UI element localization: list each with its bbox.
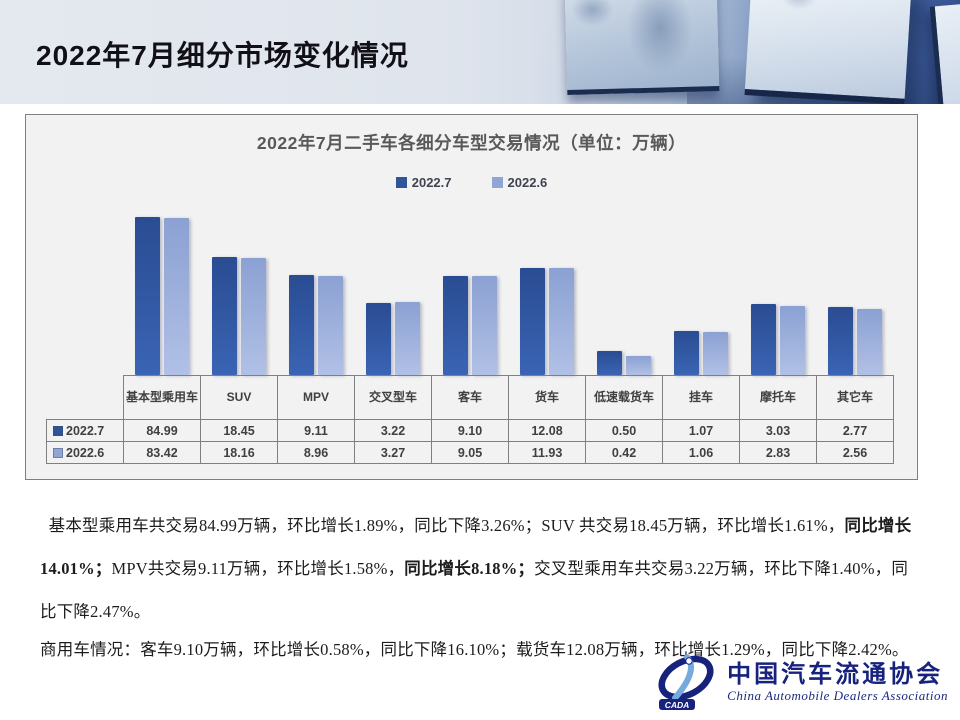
bar [673,331,699,375]
table-column-header: 基本型乘用车 [123,375,201,420]
table-cell: 18.16 [200,441,278,464]
table-cell: 8.96 [277,441,355,464]
table-cell: 3.03 [739,419,817,442]
bar [827,307,853,375]
logo-english-name: China Automobile Dealers Association [727,688,948,704]
table-cell: 12.08 [508,419,586,442]
bar [856,309,882,375]
bar-group [277,115,354,375]
bar-group [354,115,431,375]
page-title: 2022年7月细分市场变化情况 [36,40,409,71]
table-cell: 0.50 [585,419,663,442]
table-header-row: 基本型乘用车 SUV MPV 交叉型车 客车 货车 低速载货车 挂车 摩托车 其它车 [47,375,894,420]
table-row-label: 2022.7 [46,419,124,442]
data-table: 基本型乘用车 SUV MPV 交叉型车 客车 货车 低速载货车 挂车 摩托车 其它车 2022.7… [46,375,894,464]
logo: CADA 中国汽车流通协会 China Automobile Dealers A… [653,654,948,712]
legend-item: 2022.7 [395,175,452,190]
row-swatch-icon [53,425,63,436]
bar [519,268,545,375]
table-cell: 9.11 [277,419,355,442]
bar [750,304,776,375]
bar [596,351,622,375]
chart-legend: 2022.7 2022.6 [26,175,917,190]
bar [288,275,314,375]
table-row-label: 2022.6 [46,441,124,464]
body-line: 14.01%；MPV共交易9.11万辆，环比增长1.58%，同比增长8.18%；… [40,559,909,578]
cada-emblem-icon: CADA [658,654,714,710]
bar [134,217,160,375]
table-cell: 2.56 [816,441,894,464]
bar-group [816,115,893,375]
logo-chinese-name: 中国汽车流通协会 [727,661,944,688]
table-row: 2022.6 83.42 18.16 8.96 3.27 9.05 11.93 0.42 1.0… [46,441,894,464]
table-cell: 3.22 [354,419,432,442]
row-swatch-icon [53,447,63,458]
header-banner: 2022年7月细分市场变化情况 [0,0,960,104]
bar [779,306,805,375]
legend-item: 2022.6 [491,175,548,190]
bar [317,276,343,375]
table-cell: 0.42 [585,441,663,464]
table-cell: 2.83 [739,441,817,464]
bar [702,332,728,375]
table-row: 2022.7 84.99 18.45 9.11 3.22 9.10 12.08 0.50 1.0… [46,419,894,442]
table-column-header: 交叉型车 [354,375,432,420]
bar-group [508,115,585,375]
body-line: 基本型乘用车共交易84.99万辆，环比增长1.89%，同比下降3.26%；SUV… [40,516,912,535]
bar-group [662,115,739,375]
legend-label: 2022.7 [411,175,452,190]
table-column-header: 货车 [508,375,586,420]
bar-group [200,115,277,375]
table-column-header: MPV [277,375,355,420]
bar [471,276,497,375]
bar [211,257,237,375]
table-cell: 84.99 [123,419,201,442]
legend-swatch-icon [395,177,407,188]
table-cell: 18.45 [200,419,278,442]
body-line: 比下降2.47%。 [40,602,151,621]
bar-group [585,115,662,375]
table-cell: 1.06 [662,441,740,464]
table-cell: 9.10 [431,419,509,442]
bar-plot [123,115,893,375]
table-cell: 11.93 [508,441,586,464]
table-cell: 83.42 [123,441,201,464]
bar [394,302,420,375]
table-column-header: SUV [200,375,278,420]
table-corner-cell [47,376,124,420]
table-column-header: 挂车 [662,375,740,420]
bar [442,276,468,375]
chart-panel: 2022年7月二手车各细分车型交易情况（单位：万辆） 2022.7 2022.6 … [25,114,918,480]
table-cell: 9.05 [431,441,509,464]
bar [365,303,391,375]
legend-swatch-icon [491,177,503,188]
legend-label: 2022.6 [507,175,548,190]
table-cell: 2.77 [816,419,894,442]
table-cell: 3.27 [354,441,432,464]
bar [625,356,651,375]
bar [548,268,574,375]
table-column-header: 低速载货车 [585,375,663,420]
table-column-header: 其它车 [816,375,894,420]
bar [240,258,266,375]
chart-title: 2022年7月二手车各细分车型交易情况（单位：万辆） [256,133,687,153]
table-cell: 1.07 [662,419,740,442]
white-cube-graphic [744,0,912,104]
decorative-cubes-image [540,0,960,104]
bar-group [123,115,200,375]
globe-cube-graphic [564,0,720,95]
table-column-header: 摩托车 [739,375,817,420]
table-body: 2022.7 84.99 18.45 9.11 3.22 9.10 12.08 0.50 1.0… [46,419,894,464]
cada-acronym: CADA [665,700,690,710]
table-column-header: 客车 [431,375,509,420]
logo-text: 中国汽车流通协会 China Automobile Dealers Associ… [727,662,948,705]
bar [163,218,189,375]
bar-group [739,115,816,375]
bar-group [431,115,508,375]
